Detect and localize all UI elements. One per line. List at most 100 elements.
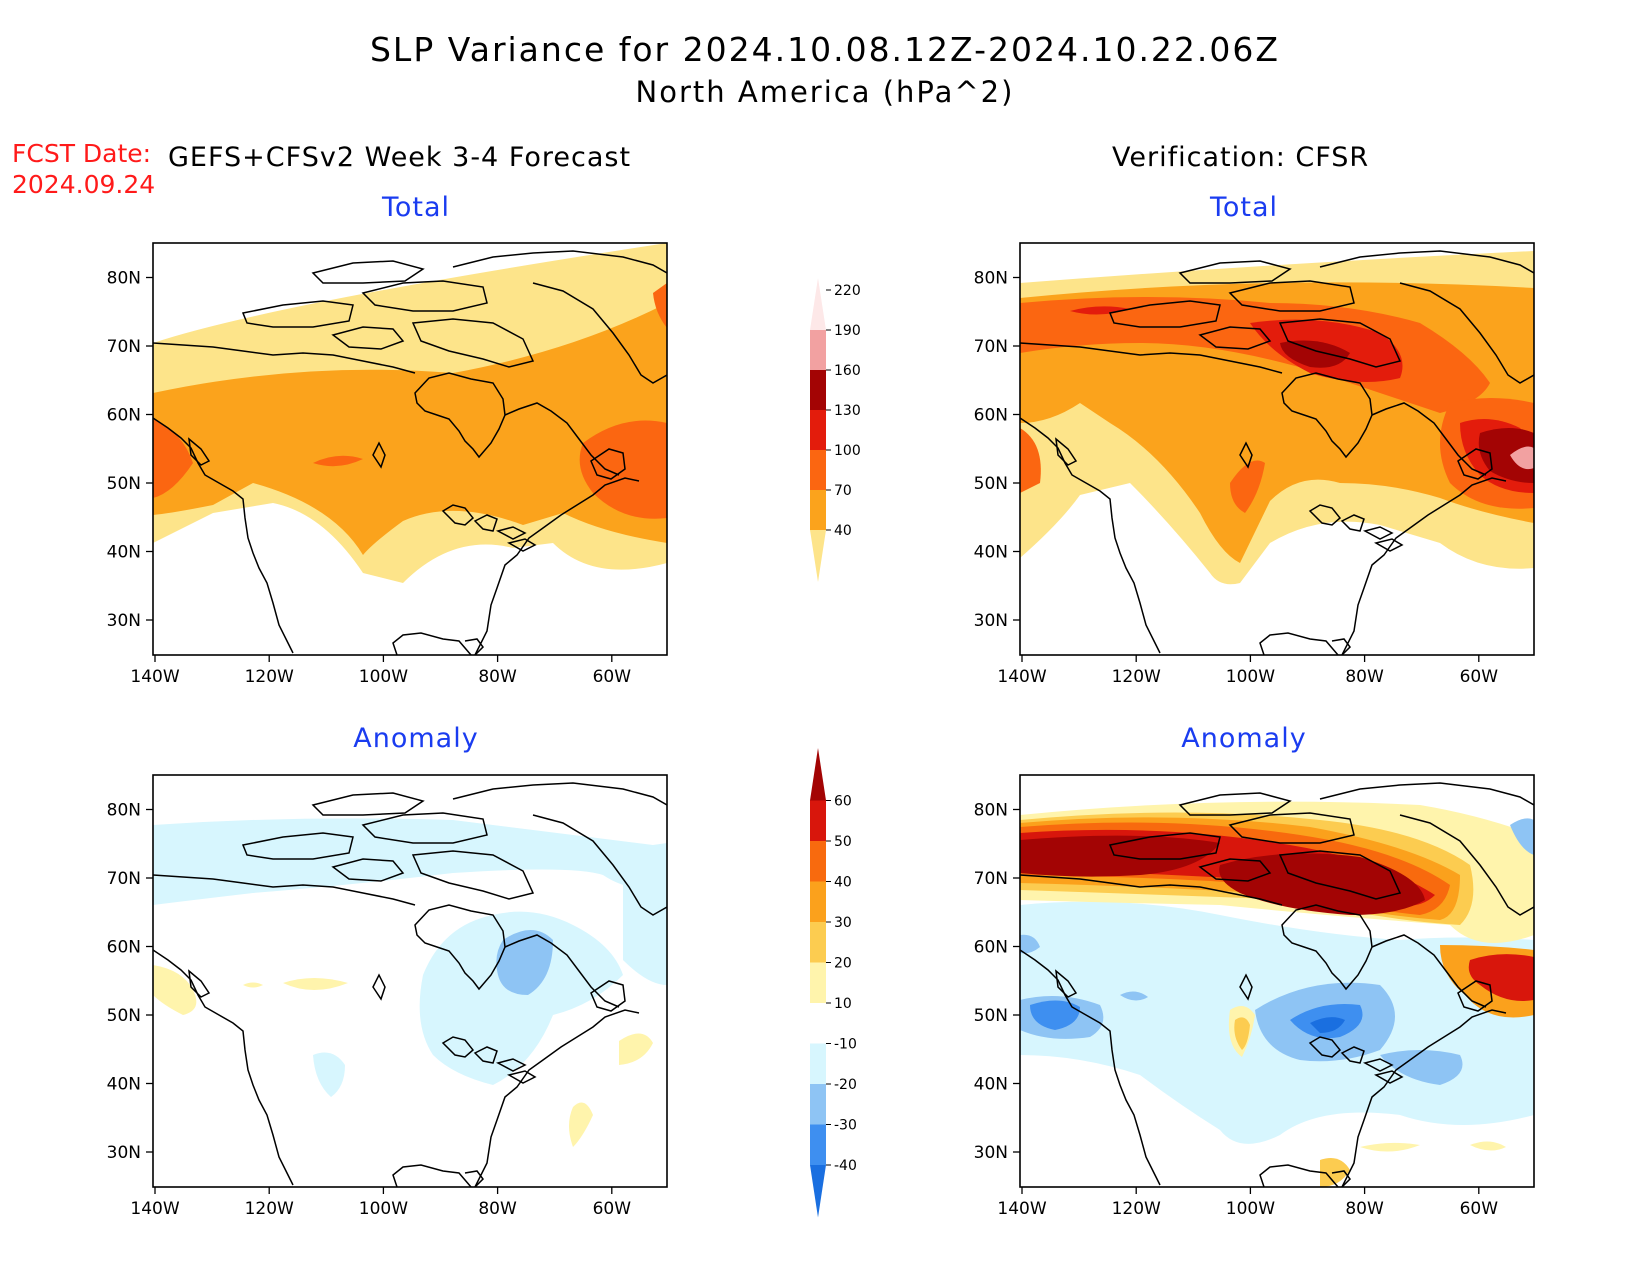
forecast-anomaly-contour-fill-7 [243,982,263,988]
forecast-anomaly-contour-fill-4 [496,930,553,995]
verification-anomaly-lon-tick-100W: 100W [1226,1199,1275,1219]
anomaly-colorbar-label-60: 60 [834,794,852,810]
verification-anomaly-contour-fill-16 [1120,991,1148,1001]
forecast-anomaly-contour-fill-1 [419,911,623,1085]
forecast-total-lon-tick-140W: 140W [130,667,179,687]
forecast-total-contour-fill-1 [153,303,667,555]
forecast-anomaly-lat-tick-70N: 70N [107,869,141,889]
anomaly-colorbar-label-40: 40 [834,875,852,891]
anomaly-colorbar-label--10: -10 [834,1037,857,1053]
forecast-total-lat-tick-60N: 60N [107,406,141,426]
verification-anomaly-contour-fill-23 [1020,934,1040,954]
forecast-total-contour-fill-4 [313,455,363,467]
verification-anomaly-lon-tick-80W: 80W [1345,1199,1384,1219]
forecast-anomaly-contour-fill-0 [153,818,667,905]
verification-total-frame [1019,242,1535,656]
verification-total-lon-tick-100W: 100W [1226,667,1275,687]
verification-total-map: 140W 120W 100W 80W 60W 30N 40N 50N 60N 70N 80N [974,242,1535,687]
verification-column-header: Verification: CFSR [1112,142,1370,173]
forecast-date-value: 2024.09.24 [12,170,156,199]
verification-total-contour-fill-9 [1280,340,1350,368]
verification-anomaly-lat-tick-30N: 30N [974,1143,1008,1163]
verification-anomaly-contour-fill-18 [1234,1017,1250,1050]
verification-anomaly-lon-tick-120W: 120W [1112,1199,1161,1219]
verification-total-lat-tick-60N: 60N [974,406,1008,426]
total-colorbar-swatch-3 [810,410,826,450]
forecast-total-lon-tick-120W: 120W [245,667,294,687]
forecast-column-header: GEFS+CFSv2 Week 3-4 Forecast [168,142,632,173]
total-colorbar-label-40: 40 [834,523,852,539]
total-colorbar-label-160: 160 [834,363,861,379]
anomaly-colorbar-label--40: -40 [834,1158,857,1174]
verification-total-subtitle: Total [1209,192,1279,223]
total-colorbar-label-70: 70 [834,483,852,499]
verification-total-lon-tick-140W: 140W [997,667,1046,687]
total-colorbar-swatch-2 [810,450,826,490]
anomaly-colorbar-swatch-8 [810,841,826,882]
verification-anomaly-contour-fill-19 [1360,1142,1420,1152]
forecast-anomaly-lon-tick-140W: 140W [130,1199,179,1219]
verification-total-lat-tick-80N: 80N [974,269,1008,289]
forecast-total-contour-fill-2 [153,418,193,498]
anomaly-colorbar-label--30: -30 [834,1118,857,1134]
total-colorbar: 40 70 100 130 160 190 220 [810,278,861,582]
verification-anomaly-contour-fill-9 [1468,954,1534,1001]
forecast-total-lat-tick-50N: 50N [107,474,141,494]
verification-anomaly-lat-tick-50N: 50N [974,1006,1008,1026]
anomaly-colorbar-swatch-0 [810,1165,826,1218]
forecast-total-frame [152,242,668,656]
forecast-total-lat-tick-70N: 70N [107,337,141,357]
anomaly-colorbar-swatch-9 [810,800,826,841]
forecast-date-label: FCST Date: [12,139,152,168]
total-colorbar-swatch-4 [810,370,826,410]
verification-total-contour-fill-11 [1510,446,1534,470]
anomaly-colorbar-label--20: -20 [834,1077,857,1093]
anomaly-colorbar-swatch-3 [810,1043,826,1084]
forecast-total-lat-tick-30N: 30N [107,611,141,631]
forecast-anomaly-subtitle: Anomaly [353,723,479,754]
anomaly-colorbar-swatch-2 [810,1084,826,1125]
forecast-date-block: FCST Date: 2024.09.24 [12,138,155,200]
forecast-total-lon-tick-60W: 60W [593,667,632,687]
anomaly-colorbar: -40 -30 -20 -10 10 20 30 40 50 60 [810,748,857,1218]
forecast-anomaly-contour-fill-6 [283,978,348,990]
total-colorbar-swatch-1 [810,490,826,530]
forecast-total-lon-tick-80W: 80W [478,667,517,687]
forecast-anomaly-lat-tick-60N: 60N [107,938,141,958]
page-subtitle: North America (hPa^2) [635,75,1015,109]
forecast-anomaly-lat-tick-40N: 40N [107,1075,141,1095]
anomaly-colorbar-swatch-1 [810,1124,826,1165]
verification-total-lat-tick-40N: 40N [974,543,1008,563]
anomaly-colorbar-swatch-7 [810,881,826,922]
forecast-anomaly-lat-tick-80N: 80N [107,801,141,821]
verification-anomaly-lat-tick-60N: 60N [974,938,1008,958]
forecast-anomaly-frame [152,774,668,1188]
forecast-anomaly-contour-fill-8 [619,1033,653,1065]
total-colorbar-swatch-6 [810,278,826,330]
anomaly-colorbar-label-50: 50 [834,834,852,850]
forecast-total-lat-tick-80N: 80N [107,269,141,289]
forecast-total-contour-fill-5 [653,283,667,328]
verification-anomaly-lon-tick-140W: 140W [997,1199,1046,1219]
forecast-anomaly-lon-tick-100W: 100W [359,1199,408,1219]
verification-anomaly-contour-fill-20 [1470,1141,1506,1151]
forecast-total-lon-tick-100W: 100W [359,667,408,687]
verification-total-lon-tick-120W: 120W [1112,667,1161,687]
verification-anomaly-contour-fill-22 [1510,818,1534,855]
total-colorbar-label-220: 220 [834,283,861,299]
anomaly-colorbar-label-20: 20 [834,956,852,972]
verification-total-lat-tick-30N: 30N [974,611,1008,631]
verification-anomaly-contour-fill-11 [1030,1000,1080,1030]
forecast-anomaly-contour-fill-9 [569,1102,593,1147]
anomaly-colorbar-swatch-6 [810,922,826,963]
verification-total-lat-tick-50N: 50N [974,474,1008,494]
forecast-anomaly-lon-tick-60W: 60W [593,1199,632,1219]
verification-anomaly-lat-tick-40N: 40N [974,1075,1008,1095]
anomaly-colorbar-swatch-10 [810,748,826,801]
page-title: SLP Variance for 2024.10.08.12Z-2024.10.… [369,30,1281,69]
verification-anomaly-lon-tick-60W: 60W [1460,1199,1499,1219]
anomaly-colorbar-label-10: 10 [834,996,852,1012]
total-colorbar-label-190: 190 [834,323,861,339]
verification-anomaly-contour-fill-15 [1380,1050,1463,1085]
